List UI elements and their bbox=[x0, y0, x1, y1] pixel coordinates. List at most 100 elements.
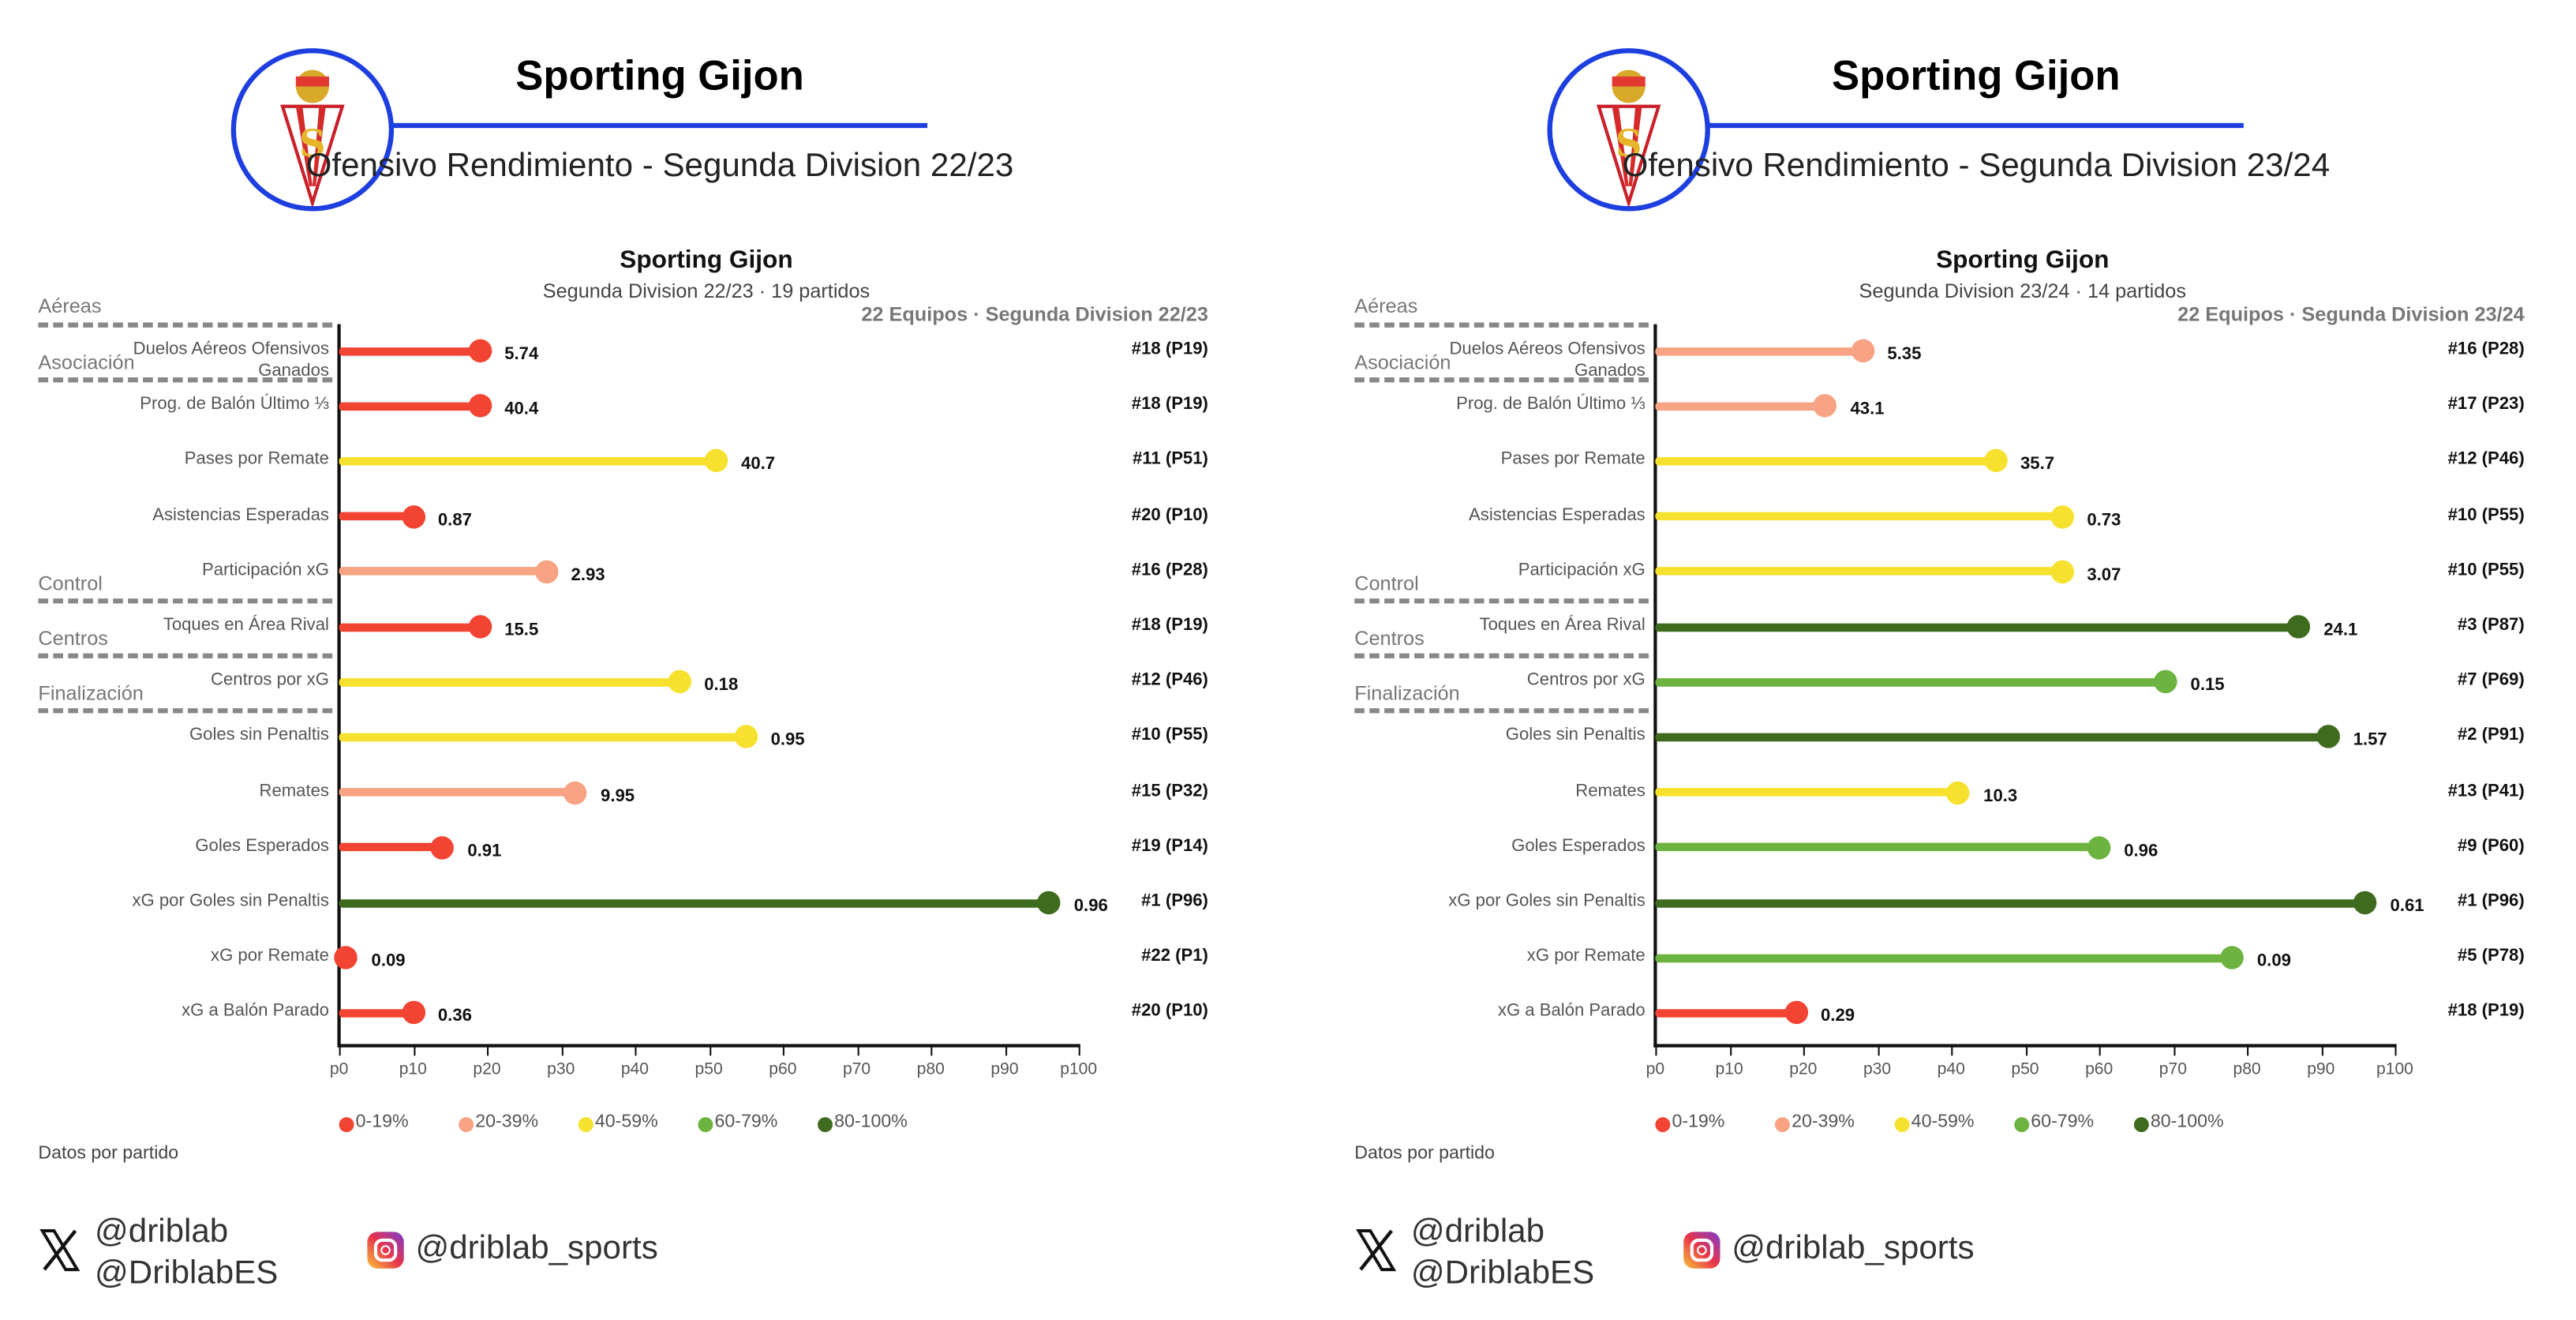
x-tick-label: p90 bbox=[990, 1060, 1019, 1079]
legend-dot bbox=[578, 1117, 593, 1133]
lollipop-dot bbox=[467, 339, 492, 363]
legend-label: 80-100% bbox=[2150, 1112, 2224, 1133]
metric-value: 43.1 bbox=[1850, 399, 1885, 420]
group-divider bbox=[38, 377, 333, 383]
metric-value: 0.73 bbox=[2087, 509, 2121, 530]
header-underline bbox=[390, 122, 928, 129]
metric-label: Asistencias Esperadas bbox=[152, 504, 329, 525]
metric-label: Goles sin Penaltis bbox=[189, 725, 329, 746]
svg-text:S: S bbox=[299, 122, 325, 165]
x-tick bbox=[1078, 1044, 1081, 1056]
group-label: Control bbox=[1354, 572, 1419, 595]
metric-rank: #15 (P32) bbox=[1131, 780, 1208, 801]
x-tick-label: p50 bbox=[2011, 1060, 2039, 1079]
metric-rank: #9 (P60) bbox=[2457, 835, 2525, 857]
header-team-title: Sporting Gijon bbox=[515, 53, 804, 100]
x-tick bbox=[1655, 1044, 1657, 1056]
metric-label: Toques en Área Rival bbox=[163, 615, 329, 636]
metric-rank: #13 (P41) bbox=[2447, 780, 2525, 801]
legend-label: 40-59% bbox=[594, 1112, 658, 1133]
metric-value: 0.09 bbox=[2256, 951, 2291, 972]
x-twitter-icon bbox=[1353, 1227, 1399, 1281]
lollipop-dot bbox=[2087, 835, 2111, 860]
lollipop-stem bbox=[1655, 733, 2329, 741]
metric-value: 1.57 bbox=[2353, 730, 2387, 751]
x-tick-label: p20 bbox=[473, 1060, 501, 1079]
metric-value: 40.7 bbox=[741, 454, 776, 474]
lollipop-stem bbox=[339, 843, 443, 852]
group-divider bbox=[1354, 598, 1649, 604]
instagram-icon bbox=[1683, 1232, 1720, 1269]
metric-rank: #10 (P55) bbox=[2447, 560, 2525, 580]
metric-label: xG por Goles sin Penaltis bbox=[1448, 891, 1646, 911]
metric-label: Duelos Aéreos Ofensivos Ganados bbox=[133, 339, 329, 381]
group-label: Control bbox=[38, 572, 103, 595]
x-tick-label: p80 bbox=[916, 1060, 945, 1079]
twitter-handle-es: @DriblabES bbox=[95, 1254, 279, 1292]
group-divider bbox=[1354, 708, 1649, 714]
metric-label: Participación xG bbox=[1518, 560, 1646, 580]
metric-value: 15.5 bbox=[504, 620, 539, 640]
lollipop-dot bbox=[1037, 891, 1061, 915]
lollipop-stem bbox=[339, 622, 480, 632]
x-tick bbox=[1004, 1044, 1007, 1056]
group-divider bbox=[38, 598, 333, 604]
lollipop-dot bbox=[467, 615, 492, 639]
metric-value: 0.96 bbox=[1073, 896, 1108, 917]
metric-rank: #2 (P91) bbox=[2457, 725, 2525, 746]
metric-label: Prog. de Balón Último ⅓ bbox=[1456, 394, 1646, 414]
metric-value: 5.74 bbox=[504, 343, 539, 365]
metric-value: 0.96 bbox=[2124, 841, 2159, 861]
group-divider bbox=[1354, 653, 1649, 658]
lollipop-stem bbox=[339, 898, 1050, 907]
group-divider bbox=[38, 322, 333, 328]
legend-label: 40-59% bbox=[1911, 1112, 1975, 1133]
x-axis-line bbox=[1653, 1044, 2397, 1048]
x-tick bbox=[1803, 1044, 1806, 1056]
x-tick bbox=[2099, 1044, 2102, 1056]
metric-label: xG por Remate bbox=[211, 946, 329, 966]
legend-label: 0-19% bbox=[1672, 1112, 1725, 1133]
metric-value: 9.95 bbox=[601, 786, 635, 806]
group-label: Finalización bbox=[1354, 681, 1460, 705]
lollipop-dot bbox=[2316, 725, 2340, 749]
lollipop-dot bbox=[401, 1001, 425, 1026]
metric-rank: #3 (P87) bbox=[2457, 615, 2525, 636]
twitter-handle: @driblab bbox=[95, 1213, 229, 1251]
metric-rank: #16 (P28) bbox=[1131, 560, 1208, 580]
lollipop-stem bbox=[1655, 1008, 1796, 1018]
metric-rank: #18 (P19) bbox=[1131, 615, 1208, 636]
x-tick bbox=[2024, 1044, 2027, 1056]
metric-value: 2.93 bbox=[571, 564, 605, 585]
x-tick-label: p10 bbox=[1715, 1060, 1743, 1079]
lollipop-stem bbox=[1655, 898, 2365, 907]
x-tick-label: p0 bbox=[329, 1060, 349, 1079]
lollipop-stem bbox=[339, 677, 680, 687]
legend-label: 20-39% bbox=[475, 1112, 539, 1133]
metric-value: 0.09 bbox=[371, 951, 406, 972]
x-tick bbox=[782, 1044, 785, 1056]
metric-label: Remates bbox=[1575, 780, 1646, 801]
legend-label: 20-39% bbox=[1792, 1112, 1855, 1133]
metric-label: Asistencias Esperadas bbox=[1469, 504, 1646, 525]
lollipop-dot bbox=[667, 670, 691, 694]
metric-label: Pases por Remate bbox=[1500, 449, 1646, 470]
group-divider bbox=[1354, 377, 1649, 383]
metric-value: 0.87 bbox=[437, 509, 472, 530]
legend-dot bbox=[459, 1117, 474, 1133]
x-tick bbox=[1877, 1044, 1880, 1056]
legend-dot bbox=[818, 1117, 833, 1133]
lollipop-dot bbox=[1946, 780, 1971, 804]
lollipop-stem bbox=[1655, 512, 2062, 521]
lollipop-dot bbox=[467, 394, 492, 418]
metric-label: Goles Esperados bbox=[195, 835, 329, 857]
group-label: Asociación bbox=[1354, 351, 1451, 374]
lollipop-dot bbox=[1784, 1001, 1808, 1026]
panel-0: S Sporting Gijon Ofensivo Rendimiento - Se… bbox=[38, 48, 1208, 1292]
metric-value: 40.4 bbox=[504, 399, 539, 420]
lollipop-dot bbox=[1814, 394, 1837, 418]
metric-label: Prog. de Balón Último ⅓ bbox=[140, 394, 329, 414]
team-crest-logo: S bbox=[230, 48, 395, 212]
x-tick-label: p50 bbox=[695, 1060, 723, 1079]
x-tick-label: p0 bbox=[1646, 1060, 1665, 1079]
